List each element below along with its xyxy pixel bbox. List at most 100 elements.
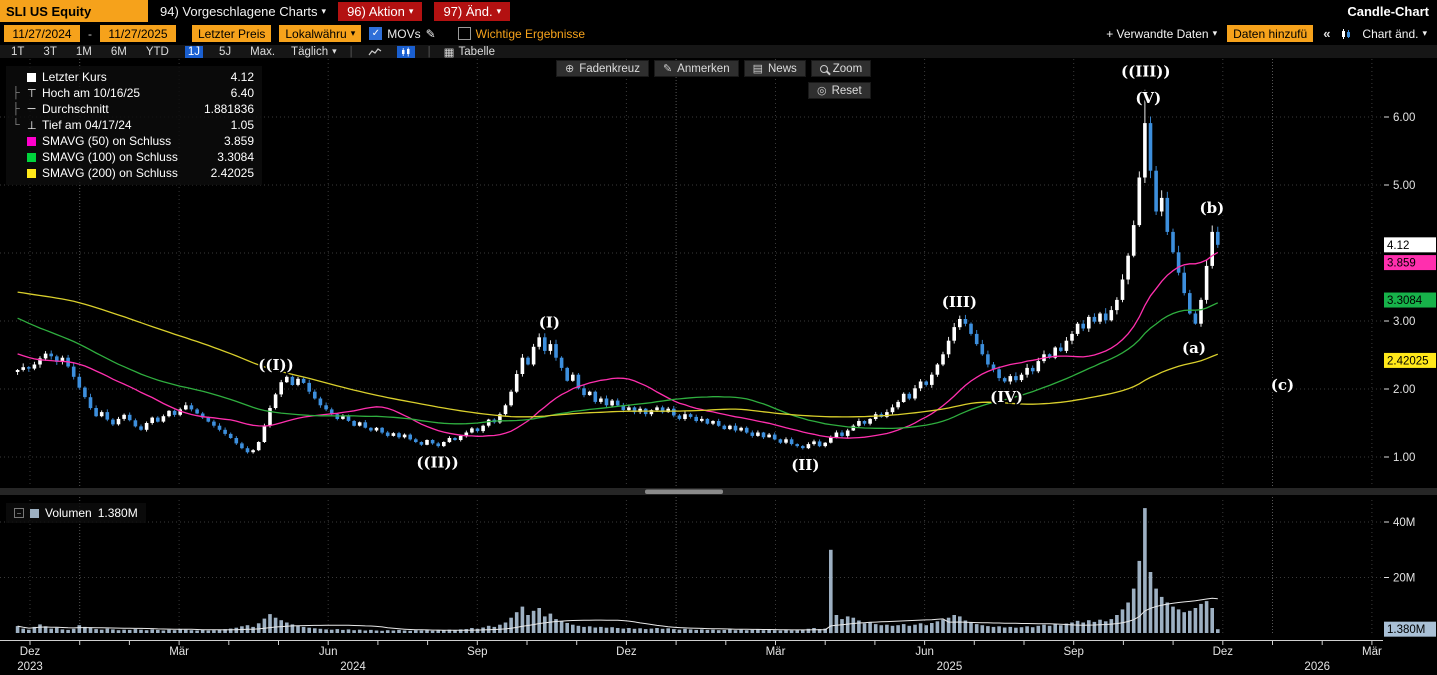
checkmark-icon: ✓ <box>372 28 380 39</box>
period-max[interactable]: Max. <box>247 46 278 58</box>
mini-candle-icon <box>1340 28 1352 40</box>
time-axis: DezMärJunSepDezMärJunSepDezMär2023202420… <box>0 641 1383 674</box>
last-price-swatch <box>27 73 36 82</box>
period-6m[interactable]: 6M <box>108 46 130 58</box>
news-button[interactable]: ▤ News <box>744 60 806 77</box>
legend-average[interactable]: ├ ─ Durchschnitt 1.881836 <box>12 101 254 117</box>
key-events-checkbox[interactable] <box>458 27 471 40</box>
chart-legend-panel: Letzter Kurs 4.12 ├ ⊤ Hoch am 10/16/25 6… <box>6 66 262 185</box>
svg-text:Mär: Mär <box>766 646 786 658</box>
chevron-down-icon: ▾ <box>1213 28 1218 39</box>
chart-tools: ⊕ Fadenkreuz ✎ Anmerken ▤ News Zoom <box>556 60 871 77</box>
svg-text:(b): (b) <box>1200 199 1225 217</box>
collapse-panel-icon[interactable]: « <box>1323 26 1330 41</box>
zoom-button[interactable]: Zoom <box>811 60 871 77</box>
related-data-dropdown[interactable]: + Verwandte Daten ▾ <box>1106 27 1217 41</box>
average-marker-icon: ─ <box>27 103 36 115</box>
svg-text:3.3084: 3.3084 <box>1387 295 1423 307</box>
svg-text:(a): (a) <box>1182 339 1206 357</box>
legend-low[interactable]: └ ⊥ Tief am 04/17/24 1.05 <box>12 117 254 133</box>
svg-text:Jun: Jun <box>915 646 934 658</box>
line-chart-icon[interactable] <box>366 46 384 58</box>
svg-text:((I)): ((I)) <box>258 356 293 374</box>
pencil-icon: ✎ <box>663 62 672 75</box>
action-button[interactable]: 96) Aktion ▾ <box>338 2 422 21</box>
period-1j-selected[interactable]: 1J <box>185 46 203 58</box>
svg-text:Dez: Dez <box>1213 646 1234 658</box>
edit-movs-pencil-icon[interactable]: ✎ <box>426 27 436 41</box>
currency-dropdown[interactable]: Lokalwähru ▾ <box>279 25 361 42</box>
period-ytd[interactable]: YTD <box>143 46 172 58</box>
chevron-down-icon: ▾ <box>351 28 356 39</box>
chart-change-dropdown[interactable]: Chart änd. ▾ <box>1362 27 1427 41</box>
period-5j[interactable]: 5J <box>216 46 234 58</box>
period-1m[interactable]: 1M <box>73 46 95 58</box>
svg-text:((III)): ((III)) <box>1121 62 1170 80</box>
svg-text:2026: 2026 <box>1304 661 1330 673</box>
svg-text:4.12: 4.12 <box>1387 240 1409 252</box>
svg-text:Mär: Mär <box>1362 646 1382 658</box>
smavg100-swatch <box>27 153 36 162</box>
period-1t[interactable]: 1T <box>8 46 27 58</box>
svg-text:1.00: 1.00 <box>1393 452 1415 464</box>
table-button[interactable]: ▦ Tabelle <box>444 45 495 59</box>
svg-text:40M: 40M <box>1393 517 1415 529</box>
svg-text:1.380M: 1.380M <box>1387 624 1425 636</box>
legend-last-price[interactable]: Letzter Kurs 4.12 <box>12 69 254 85</box>
svg-text:(I): (I) <box>539 313 560 331</box>
change-button[interactable]: 97) Änd. ▾ <box>434 2 510 21</box>
table-icon: ▦ <box>444 45 455 59</box>
svg-text:2.42025: 2.42025 <box>1387 355 1429 367</box>
price-mode-dropdown[interactable]: Letzter Preis <box>192 25 271 42</box>
smavg-200-line <box>18 292 1218 417</box>
crosshair-button[interactable]: ⊕ Fadenkreuz <box>556 60 649 77</box>
chart-controls-bar: - Letzter Preis Lokalwähru ▾ ✓ MOVs ✎ Wi… <box>0 22 1437 45</box>
svg-text:6.00: 6.00 <box>1393 112 1415 124</box>
ticker-field[interactable]: SLI US Equity <box>0 0 148 22</box>
smavg200-swatch <box>27 169 36 178</box>
collapse-volume-panel-icon[interactable]: − <box>14 508 24 518</box>
frequency-dropdown[interactable]: Täglich ▾ <box>291 46 337 58</box>
svg-text:(II): (II) <box>791 456 819 474</box>
panel-splitter <box>0 488 1437 495</box>
volume-bars <box>16 508 1220 633</box>
legend-high[interactable]: ├ ⊤ Hoch am 10/16/25 6.40 <box>12 85 254 101</box>
period-toolbar: 1T 3T 1M 6M YTD 1J 5J Max. Täglich ▾ | |… <box>0 45 1437 59</box>
wave-annotations: ((I))((II))(I)(II)(III)(IV)((III))(V)(a)… <box>258 62 1294 474</box>
legend-smavg-100[interactable]: SMAVG (100) on Schluss 3.3084 <box>12 149 254 165</box>
ticker-text: SLI US Equity <box>6 4 91 19</box>
legend-smavg-200[interactable]: SMAVG (200) on Schluss 2.42025 <box>12 165 254 181</box>
svg-text:Sep: Sep <box>1063 646 1083 658</box>
add-data-button[interactable]: Daten hinzufü <box>1227 25 1313 42</box>
volume-legend[interactable]: − Volumen 1.380M <box>6 503 146 523</box>
chevron-down-icon: ▾ <box>322 6 327 17</box>
svg-text:(IV): (IV) <box>990 388 1023 406</box>
annotate-button[interactable]: ✎ Anmerken <box>654 60 739 77</box>
splitter-handle[interactable] <box>645 490 723 495</box>
bloomberg-terminal-window: SLI US Equity 94) Vorgeschlagene Charts … <box>0 0 1437 675</box>
date-range-separator: - <box>88 27 92 41</box>
volume-axis: 40M20M1.380M <box>1384 517 1436 637</box>
movs-checkbox[interactable]: ✓ <box>369 27 382 40</box>
volume-swatch <box>30 509 39 518</box>
menu-suggested-charts[interactable]: 94) Vorgeschlagene Charts ▾ <box>160 4 326 19</box>
svg-text:3.00: 3.00 <box>1393 316 1415 328</box>
svg-text:Dez: Dez <box>20 646 41 658</box>
price-axis: 6.005.003.002.001.004.123.8593.30842.420… <box>1384 112 1436 464</box>
svg-text:2025: 2025 <box>937 661 963 673</box>
svg-text:Dez: Dez <box>616 646 637 658</box>
movs-label: MOVs <box>387 27 420 41</box>
candle-chart-icon[interactable] <box>397 46 415 58</box>
crosshair-icon: ⊕ <box>565 62 574 75</box>
svg-text:5.00: 5.00 <box>1393 180 1415 192</box>
legend-smavg-50[interactable]: SMAVG (50) on Schluss 3.859 <box>12 133 254 149</box>
date-from-field[interactable] <box>4 25 80 42</box>
svg-text:(III): (III) <box>942 293 977 311</box>
chevron-down-icon: ▾ <box>1422 28 1427 39</box>
smavg50-swatch <box>27 137 36 146</box>
period-3t[interactable]: 3T <box>40 46 59 58</box>
date-to-field[interactable] <box>100 25 176 42</box>
news-icon: ▤ <box>753 62 763 75</box>
reset-target-icon: ◎ <box>817 84 827 97</box>
reset-button[interactable]: ◎ Reset <box>808 82 871 99</box>
